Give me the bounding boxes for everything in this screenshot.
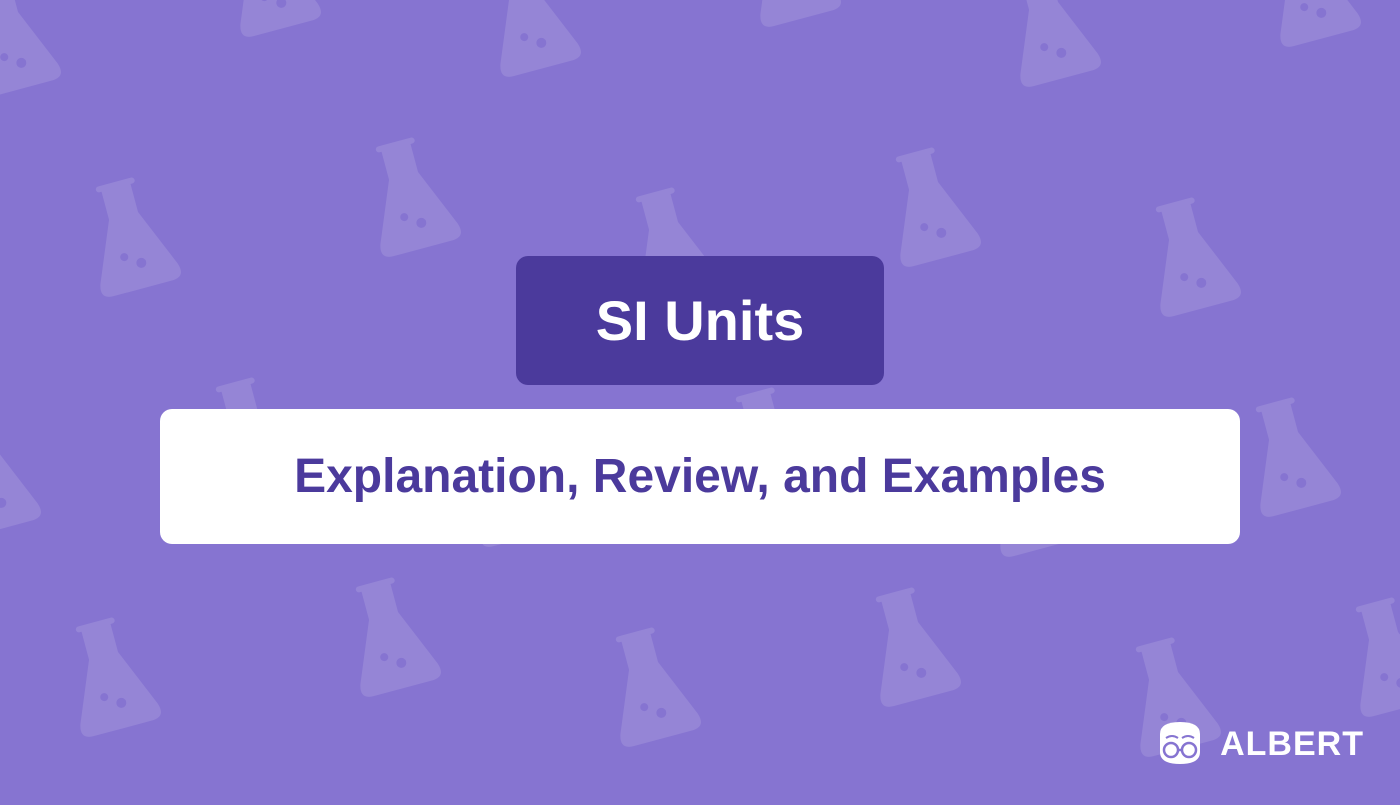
main-content: SI Units Explanation, Review, and Exampl… xyxy=(160,256,1240,544)
title-box: SI Units xyxy=(516,256,884,385)
albert-face-icon xyxy=(1152,716,1208,772)
subtitle-text: Explanation, Review, and Examples xyxy=(220,449,1180,504)
brand-logo: ALBERT xyxy=(1152,716,1364,772)
subtitle-box: Explanation, Review, and Examples xyxy=(160,409,1240,544)
title-text: SI Units xyxy=(596,288,804,353)
logo-text: ALBERT xyxy=(1220,725,1364,764)
